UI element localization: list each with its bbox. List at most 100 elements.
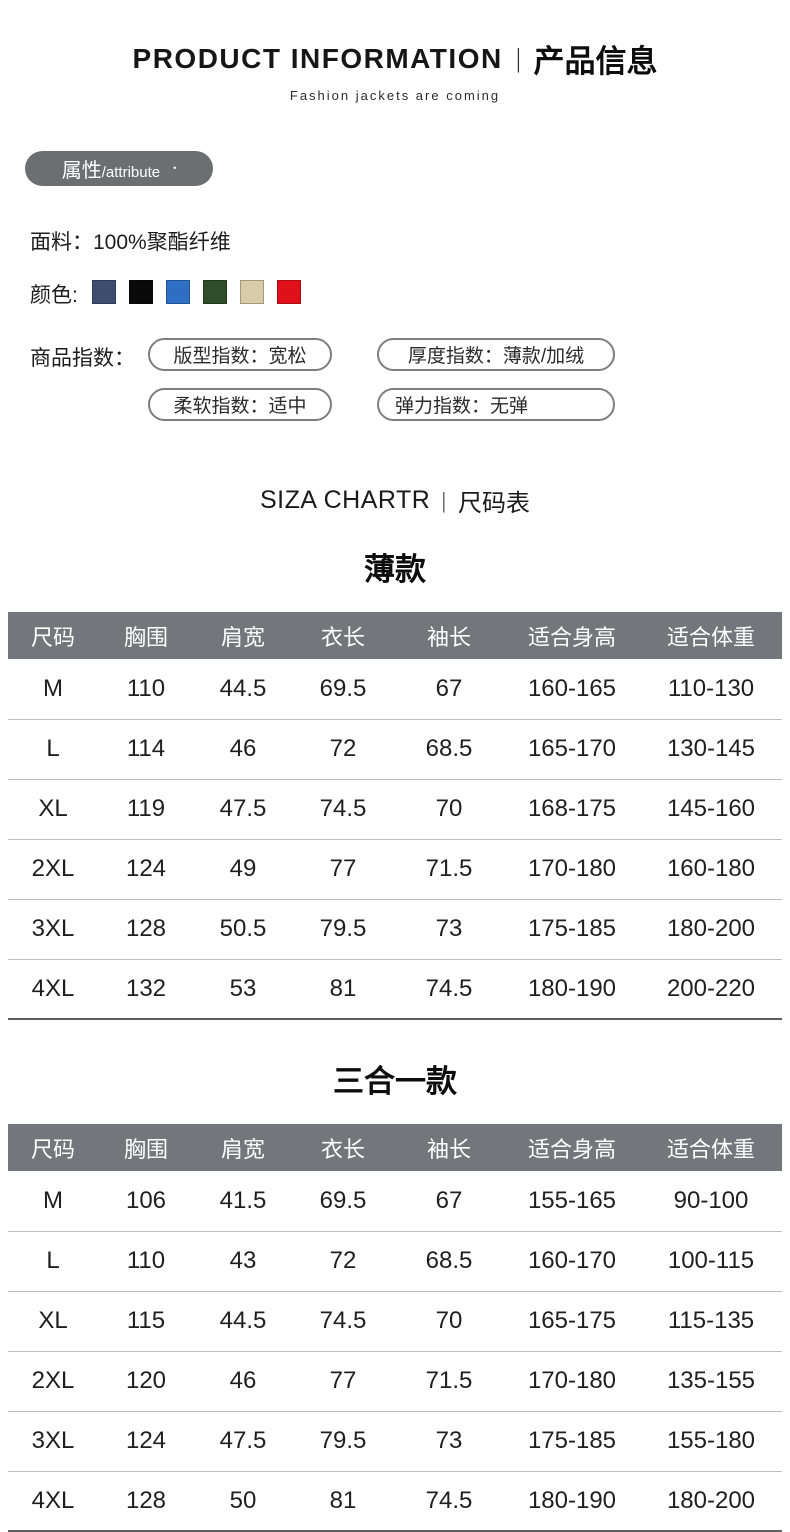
table-cell: 135-155 [640, 1351, 782, 1412]
table-row: M 110 44.5 69.5 67 160-165 110-130 [8, 659, 782, 720]
table-row: 3XL 128 50.5 79.5 73 175-185 180-200 [8, 899, 782, 960]
table-cell: 47.5 [194, 779, 292, 840]
table-row: 4XL 132 53 81 74.5 180-190 200-220 [8, 959, 782, 1020]
table-cell: 68.5 [394, 719, 504, 780]
table-cell: 68.5 [394, 1231, 504, 1292]
table-row: 3XL 124 47.5 79.5 73 175-185 155-180 [8, 1411, 782, 1472]
table-cell: 49 [194, 839, 292, 900]
column-header: 胸围 [98, 1124, 194, 1171]
table-cell: 155-180 [640, 1411, 782, 1472]
column-header: 肩宽 [194, 1124, 292, 1171]
table-cell: 74.5 [394, 959, 504, 1020]
table-cell: 2XL [8, 1351, 98, 1412]
column-header: 衣长 [292, 1124, 394, 1171]
table-cell: 71.5 [394, 839, 504, 900]
table-cell: 77 [292, 839, 394, 900]
product-index-label: 商品指数： [30, 347, 135, 370]
fabric-value: 100%聚酯纤维 [93, 231, 231, 254]
table-title-three-in-one: 三合一款 [333, 1064, 457, 1099]
table-cell: 100-115 [640, 1231, 782, 1292]
pill-elasticity-index: 弹力指数：无弹 [377, 388, 615, 421]
title-divider: | [516, 43, 521, 73]
table-cell: 44.5 [194, 1291, 292, 1352]
table-cell: 3XL [8, 899, 98, 960]
size-table-thin-style: 尺码 胸围 肩宽 衣长 袖长 适合身高 适合体重 M 110 44.5 69.5 67 160-165… [8, 612, 782, 1020]
page-title-en: PRODUCT INFORMATION [132, 42, 503, 74]
table-cell: 124 [98, 1411, 194, 1472]
table-cell: 106 [98, 1171, 194, 1232]
table-cell: 46 [194, 1351, 292, 1412]
color-swatch-black [128, 279, 153, 304]
table-cell: 175-185 [504, 1411, 640, 1472]
colors-row: 颜色: [30, 279, 790, 309]
table-cell: 71.5 [394, 1351, 504, 1412]
product-index-pills: 版型指数：宽松 厚度指数：薄款/加绒 柔软指数：适中 弹力指数：无弹 [148, 338, 615, 421]
column-header: 肩宽 [194, 612, 292, 659]
table-cell: L [8, 1231, 98, 1292]
table-cell: L [8, 719, 98, 780]
table-cell: 74.5 [394, 1471, 504, 1532]
color-swatch-dark-green [202, 279, 227, 304]
page-subtitle: Fashion jackets are coming [289, 88, 501, 103]
column-header: 胸围 [98, 612, 194, 659]
table-cell: 128 [98, 899, 194, 960]
table-title-thin-style: 薄款 [364, 552, 426, 587]
table-cell: 50.5 [194, 899, 292, 960]
table-cell: 170-180 [504, 839, 640, 900]
attribute-badge-en: /attribute [101, 164, 161, 181]
attribute-badge: 属性/attribute • [25, 151, 213, 186]
fabric-row: 面料：100%聚酯纤维 [30, 226, 790, 256]
table-cell: 175-185 [504, 899, 640, 960]
table-cell: 168-175 [504, 779, 640, 840]
table-cell: 128 [98, 1471, 194, 1532]
table-cell: 46 [194, 719, 292, 780]
table-cell: 110 [98, 1231, 194, 1292]
page-title: PRODUCT INFORMATION | 产品信息 [0, 36, 790, 81]
table-row: 4XL 128 50 81 74.5 180-190 180-200 [8, 1471, 782, 1532]
table-cell: 115-135 [640, 1291, 782, 1352]
table-cell: 3XL [8, 1411, 98, 1472]
color-swatch-navy [91, 279, 116, 304]
table-cell: 44.5 [194, 659, 292, 720]
table-cell: 79.5 [292, 899, 394, 960]
color-swatch-blue [165, 279, 190, 304]
table-cell: 90-100 [640, 1171, 782, 1232]
attribute-badge-zh: 属性 [61, 160, 102, 182]
table-cell: 41.5 [194, 1171, 292, 1232]
table-cell: 160-165 [504, 659, 640, 720]
table-cell: 170-180 [504, 1351, 640, 1412]
size-chart-title-zh: 尺码表 [458, 490, 531, 517]
table-cell: 120 [98, 1351, 194, 1412]
column-header: 袖长 [394, 612, 504, 659]
table-cell: 119 [98, 779, 194, 840]
size-chart-heading: SIZA CHARTR | 尺码表 [0, 483, 790, 518]
column-header: 适合身高 [504, 1124, 640, 1171]
table-row: L 110 43 72 68.5 160-170 100-115 [8, 1231, 782, 1292]
table-cell: 180-200 [640, 899, 782, 960]
color-swatches [91, 279, 314, 309]
table-row: 2XL 124 49 77 71.5 170-180 160-180 [8, 839, 782, 900]
table-cell: 4XL [8, 959, 98, 1020]
table-cell: 69.5 [292, 1171, 394, 1232]
table-row: XL 115 44.5 74.5 70 165-175 115-135 [8, 1291, 782, 1352]
color-swatch-beige [239, 279, 264, 304]
table-cell: M [8, 1171, 98, 1232]
table-cell: 115 [98, 1291, 194, 1352]
colors-label: 颜色: [30, 284, 78, 307]
column-header: 袖长 [394, 1124, 504, 1171]
attribute-badge-text: 属性/attribute [62, 154, 160, 183]
table-cell: 4XL [8, 1471, 98, 1532]
table-cell: 67 [394, 659, 504, 720]
table-cell: 155-165 [504, 1171, 640, 1232]
table-cell: 180-200 [640, 1471, 782, 1532]
table-cell: 165-170 [504, 719, 640, 780]
table-cell: 74.5 [292, 1291, 394, 1352]
column-header: 适合身高 [504, 612, 640, 659]
table-cell: 50 [194, 1471, 292, 1532]
table-cell: 180-190 [504, 959, 640, 1020]
table-cell: M [8, 659, 98, 720]
table-cell: 2XL [8, 839, 98, 900]
table-cell: 73 [394, 899, 504, 960]
table-header-row: 尺码 胸围 肩宽 衣长 袖长 适合身高 适合体重 [8, 1124, 782, 1171]
product-index-section: 商品指数： 版型指数：宽松 厚度指数：薄款/加绒 柔软指数：适中 弹力指数：无弹 [30, 338, 790, 421]
